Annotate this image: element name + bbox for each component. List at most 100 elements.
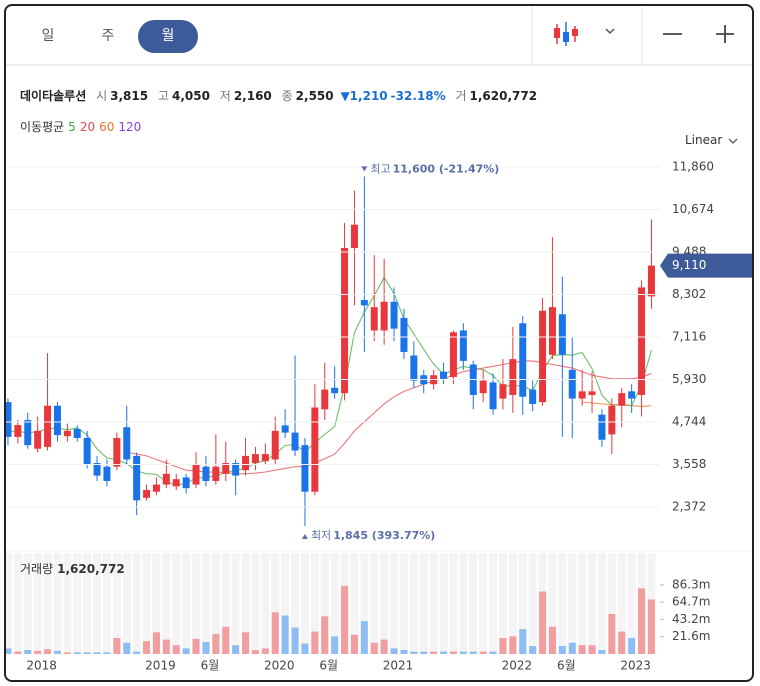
candle-body <box>261 454 269 462</box>
x-tick-label: 2020 <box>264 659 295 673</box>
volume-stripe <box>33 553 42 654</box>
ma-line <box>582 401 652 407</box>
candle-body <box>4 402 12 437</box>
volume-stripe <box>3 553 12 654</box>
volume-stripe <box>112 553 121 654</box>
volume-stripe <box>399 553 408 654</box>
candle-body <box>558 314 566 355</box>
tab[interactable]: 주 <box>101 28 115 44</box>
volume-bar <box>261 648 269 654</box>
change-pct: -32.18% <box>390 89 446 103</box>
ma-legend-item: 120 <box>118 120 142 134</box>
field-value: 2,550 <box>295 89 334 103</box>
volume-stripe <box>617 553 626 654</box>
volume-stripe <box>330 553 339 654</box>
volume-bar <box>440 651 448 654</box>
volume-bar <box>479 651 487 654</box>
volume-stripe <box>102 553 111 654</box>
tab[interactable]: 일 <box>41 28 55 44</box>
tab[interactable]: 월 <box>138 20 198 53</box>
volume-bar <box>588 645 596 654</box>
volume-bar <box>539 591 547 654</box>
volume-bar <box>360 621 368 654</box>
field-label: 저 <box>219 89 231 103</box>
candle-body <box>519 323 527 397</box>
volume-bar <box>410 651 418 654</box>
candle-body <box>73 429 81 438</box>
volume-stripe <box>13 553 22 654</box>
volume-stripe <box>597 553 606 654</box>
candle-body <box>509 359 517 395</box>
volume-stripe <box>350 553 359 654</box>
candle-body <box>93 463 101 476</box>
candle-body <box>242 455 250 471</box>
candle-body <box>410 355 418 381</box>
scale-selector[interactable]: Linear <box>685 133 723 147</box>
ma-title: 이동평균 <box>20 120 65 134</box>
volume-stripe <box>578 553 587 654</box>
candle-body <box>588 391 596 395</box>
ma-legend-item: 5 <box>68 120 76 134</box>
volume-stripe <box>291 553 300 654</box>
plot-area <box>4 176 655 526</box>
annotation-marker <box>361 166 368 172</box>
frame <box>4 4 754 682</box>
volume-stripe <box>122 553 131 654</box>
y-tick-label: 2,372 <box>672 500 706 514</box>
zoom-in[interactable] <box>716 25 734 43</box>
volume-stripe <box>281 553 290 654</box>
volume-bar <box>4 648 12 654</box>
candle-body <box>360 299 368 306</box>
volume-stripe <box>53 553 62 654</box>
y-tick-label: 4,744 <box>672 415 706 429</box>
annotation-value: 11,600 (-21.47%) <box>393 162 500 175</box>
x-tick-label: 2023 <box>620 659 651 673</box>
volume-bar <box>558 645 566 654</box>
candle-body <box>232 463 240 476</box>
chart-type-icon[interactable] <box>554 22 578 46</box>
ma-legend: 이동평균 5 20 60 120 <box>20 118 141 135</box>
volume-bar <box>499 637 507 654</box>
volume-bar <box>34 650 42 654</box>
volume-stripe <box>489 553 498 654</box>
candle-body <box>271 430 279 460</box>
volume-bar <box>608 613 616 654</box>
candle-body <box>251 454 259 464</box>
candle-body <box>598 414 606 440</box>
volume-bar <box>281 615 289 654</box>
volume-stripe <box>320 553 329 654</box>
dropdown-chevron[interactable] <box>605 28 615 35</box>
x-tick-label: 2021 <box>383 659 414 673</box>
candle-body <box>212 466 220 481</box>
volume-stripe <box>231 553 240 654</box>
candle-body <box>350 224 358 249</box>
volume-bar <box>459 651 467 654</box>
candle-body <box>291 432 299 451</box>
volume-bar <box>647 599 655 654</box>
candle-body <box>162 473 170 485</box>
y-tick-label: 5,930 <box>672 372 706 386</box>
volume-bar <box>162 639 170 654</box>
volume-stripe <box>63 553 72 654</box>
volume-bar <box>529 645 537 654</box>
volume-stripe <box>132 553 141 654</box>
volume-bar <box>489 651 497 654</box>
x-tick-label: 6월 <box>319 659 338 673</box>
volume-stripe <box>498 553 507 654</box>
volume-bar <box>93 652 101 654</box>
candle-body <box>63 430 71 437</box>
candle-body <box>618 393 626 406</box>
field-label: 시 <box>96 89 108 103</box>
y-tick-label: 3,558 <box>672 457 706 471</box>
volume-bar <box>53 650 61 654</box>
candle-body <box>578 391 586 399</box>
candle-body <box>440 371 448 379</box>
volume-stripe <box>607 553 616 654</box>
field-value: 3,815 <box>110 89 149 103</box>
volume-stripe <box>508 553 517 654</box>
candle-body <box>341 248 349 394</box>
candle-body <box>53 405 61 436</box>
scale-chevron[interactable] <box>728 138 738 144</box>
y-tick-label: 7,116 <box>672 330 706 344</box>
